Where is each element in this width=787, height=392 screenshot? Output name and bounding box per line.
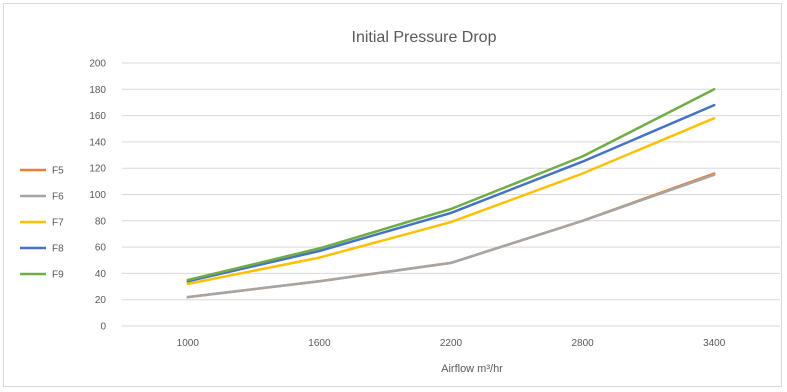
series-line-f8 (186, 103, 716, 283)
y-tick-label: 180 (89, 85, 106, 96)
x-tick-label: 2200 (440, 338, 463, 349)
legend-label-f7: F7 (52, 218, 64, 229)
series-line-f6 (186, 173, 716, 299)
y-tick-label: 80 (95, 216, 107, 227)
legend: F5 F6 F7 F8 F9 (20, 166, 64, 281)
y-tick-label: 200 (89, 59, 106, 70)
x-tick-label: 2800 (571, 338, 594, 349)
x-tick-label: 1600 (308, 338, 331, 349)
y-tick-label: 120 (89, 164, 106, 175)
series-lines (186, 88, 716, 299)
y-tick-label: 160 (89, 111, 106, 122)
legend-label-f5: F5 (52, 166, 64, 177)
series-line-f5 (186, 172, 716, 299)
y-tick-label: 0 (100, 322, 106, 333)
y-tick-label: 100 (89, 190, 106, 201)
y-tick-label: 60 (95, 243, 107, 254)
chart-title: Initial Pressure Drop (352, 29, 497, 46)
x-axis-title: Airflow m³/hr (441, 363, 503, 375)
y-tick-label: 20 (95, 295, 107, 306)
legend-label-f8: F8 (52, 244, 64, 255)
x-tick-label: 1000 (177, 338, 200, 349)
grid-lines (122, 62, 780, 327)
y-tick-label: 40 (95, 269, 107, 280)
x-tick-label: 3400 (703, 338, 726, 349)
x-axis-ticks: 1000 1600 2200 2800 3400 (177, 338, 726, 349)
y-axis-ticks: 0 20 40 60 80 100 120 140 160 180 200 (89, 59, 106, 333)
y-tick-label: 140 (89, 137, 106, 148)
series-line-f7 (186, 116, 716, 286)
series-line-f9 (186, 88, 716, 282)
legend-label-f9: F9 (52, 270, 64, 281)
legend-label-f6: F6 (52, 192, 64, 203)
